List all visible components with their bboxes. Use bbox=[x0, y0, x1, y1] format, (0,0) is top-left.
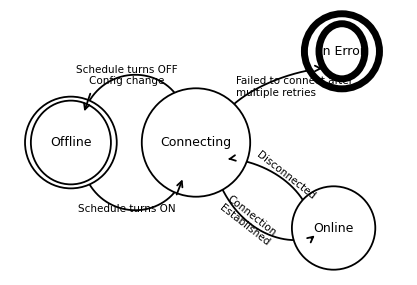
Ellipse shape bbox=[142, 88, 250, 197]
Text: Connection
Established: Connection Established bbox=[218, 194, 279, 248]
Text: Schedule turns OFF
Config change: Schedule turns OFF Config change bbox=[76, 65, 178, 86]
Text: Disconnected: Disconnected bbox=[254, 149, 317, 201]
Text: Failed to connect after
multiple retries: Failed to connect after multiple retries bbox=[236, 76, 353, 98]
Ellipse shape bbox=[304, 14, 379, 89]
Text: In Error: In Error bbox=[319, 45, 365, 58]
Text: Offline: Offline bbox=[50, 136, 92, 149]
Text: Schedule turns ON: Schedule turns ON bbox=[78, 204, 176, 215]
Text: Connecting: Connecting bbox=[161, 136, 231, 149]
Ellipse shape bbox=[25, 97, 117, 188]
Text: Online: Online bbox=[314, 221, 354, 235]
Ellipse shape bbox=[292, 186, 375, 270]
